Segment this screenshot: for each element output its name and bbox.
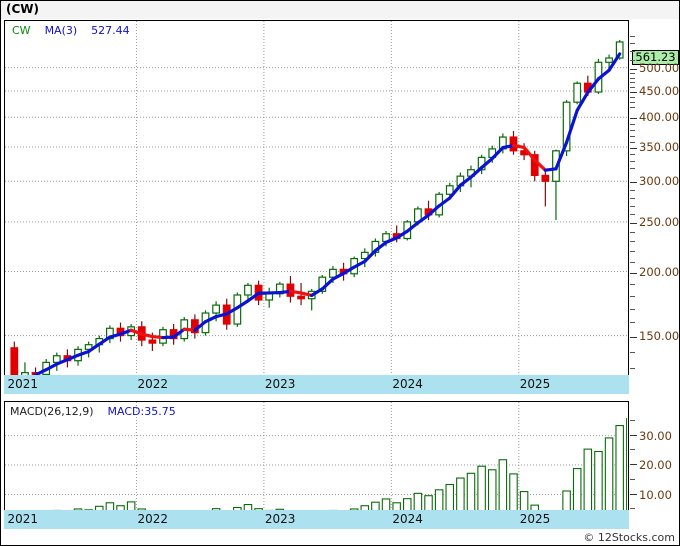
macd-axis-labels: 10.00 20.00 30.00 — [630, 401, 679, 529]
price-axis-tick-label: 150.00 — [639, 328, 680, 343]
price-axis-minor-tick — [630, 35, 635, 37]
price-axis-minor-tick — [630, 51, 635, 53]
price-legend: CW MA(3) 527.44 — [12, 24, 130, 37]
macd-axis-minor-tick — [630, 449, 635, 451]
copyright-footer: © 12Stocks.com — [583, 531, 675, 544]
price-axis-tick-label: 450.00 — [639, 84, 680, 99]
price-axis-tick-label: 300.00 — [639, 174, 680, 189]
price-axis-minor-tick — [630, 107, 635, 109]
macd-axis-tick — [630, 493, 637, 495]
title-band: (CW) — [1, 1, 679, 19]
price-plot-area — [5, 21, 628, 393]
price-axis-minor-tick — [630, 102, 635, 104]
price-axis-tick-label: 200.00 — [639, 264, 680, 279]
price-axis-minor-tick — [630, 129, 635, 131]
price-axis-minor-tick — [630, 97, 635, 99]
year-label-2023: 2023 — [264, 377, 296, 391]
macd-axis-minor-tick — [630, 419, 635, 421]
price-axis-minor-tick — [630, 261, 635, 263]
price-axis-minor-tick — [630, 87, 635, 89]
price-axis-minor-tick — [630, 59, 635, 61]
price-axis-tick — [630, 182, 637, 184]
price-axis-tick — [630, 336, 637, 338]
price-axis-minor-tick — [630, 161, 635, 163]
price-axis-minor-tick — [630, 154, 635, 156]
price-axis-minor-tick — [630, 308, 635, 310]
price-axis-labels: 561.23 150.00 200.00 250.00 300.00 350.00 400… — [630, 20, 680, 394]
macd-axis-tick-label: 10.00 — [639, 487, 672, 502]
legend-ma-value: 527.44 — [91, 24, 130, 37]
legend-symbol: CW — [12, 24, 31, 37]
macd-axis-tick-label: 30.00 — [639, 428, 672, 443]
price-axis-minor-tick — [630, 135, 635, 137]
price-axis-tick-label: 350.00 — [639, 139, 680, 154]
year-label-2023: 2023 — [264, 512, 296, 526]
macd-year-axis: 2021 2022 2023 2024 2025 — [4, 510, 629, 529]
price-axis-tick-label: 500.00 — [639, 60, 680, 75]
price-axis-tick — [630, 92, 637, 94]
price-candlestick-svg — [5, 21, 627, 392]
price-axis-tick — [630, 222, 637, 224]
price-axis-tick-label: 250.00 — [639, 214, 680, 229]
macd-axis-minor-tick — [630, 478, 635, 480]
price-axis-minor-tick — [630, 251, 635, 253]
macd-axis-tick — [630, 464, 637, 466]
macd-axis-tick-label: 20.00 — [639, 458, 672, 473]
page-title: (CW) — [6, 2, 40, 16]
price-year-axis: 2021 2022 2023 2024 2025 — [4, 375, 629, 394]
price-axis-tick — [630, 272, 637, 274]
price-axis-minor-tick — [630, 189, 635, 191]
price-axis-tick — [630, 118, 637, 120]
price-axis-minor-tick — [630, 322, 635, 324]
price-axis-minor-tick — [630, 241, 635, 243]
price-axis-minor-tick — [630, 197, 635, 199]
price-axis-minor-tick — [630, 43, 635, 45]
price-axis-minor-tick — [630, 283, 635, 285]
price-axis-minor-tick — [630, 73, 635, 75]
macd-name: MACD(26,12,9) — [10, 405, 94, 418]
price-axis-tick — [630, 147, 637, 149]
price-axis-minor-tick — [630, 205, 635, 207]
year-label-2025: 2025 — [519, 377, 551, 391]
price-axis-minor-tick — [630, 123, 635, 125]
year-label-2022: 2022 — [137, 512, 168, 526]
price-axis-minor-tick — [630, 141, 635, 143]
year-label-2024: 2024 — [392, 512, 423, 526]
macd-legend: MACD(26,12,9) MACD:35.75 — [10, 405, 176, 418]
macd-axis-tick — [630, 434, 637, 436]
macd-axis-minor-tick — [630, 508, 635, 510]
year-label-2022: 2022 — [137, 377, 168, 391]
legend-ma-label: MA(3) — [44, 24, 78, 37]
macd-histogram-svg — [5, 402, 627, 527]
price-axis-minor-tick — [630, 82, 635, 84]
price-axis-minor-tick — [630, 231, 635, 233]
price-axis-minor-tick — [630, 167, 635, 169]
year-label-2024: 2024 — [392, 377, 423, 391]
price-axis-minor-tick — [630, 296, 635, 297]
price-axis-tick — [630, 68, 637, 70]
last-price-badge: 561.23 — [632, 50, 679, 65]
price-axis-tick-label: 400.00 — [639, 110, 680, 125]
price-panel: CW MA(3) 527.44 — [4, 20, 629, 394]
macd-value: MACD:35.75 — [107, 405, 176, 418]
year-label-2025: 2025 — [519, 512, 551, 526]
price-axis-minor-tick — [630, 368, 635, 370]
price-axis-minor-tick — [630, 77, 635, 79]
year-label-2021: 2021 — [7, 377, 39, 391]
price-axis-minor-tick — [630, 351, 635, 353]
year-label-2021: 2021 — [7, 512, 39, 526]
price-axis-minor-tick — [630, 214, 635, 216]
